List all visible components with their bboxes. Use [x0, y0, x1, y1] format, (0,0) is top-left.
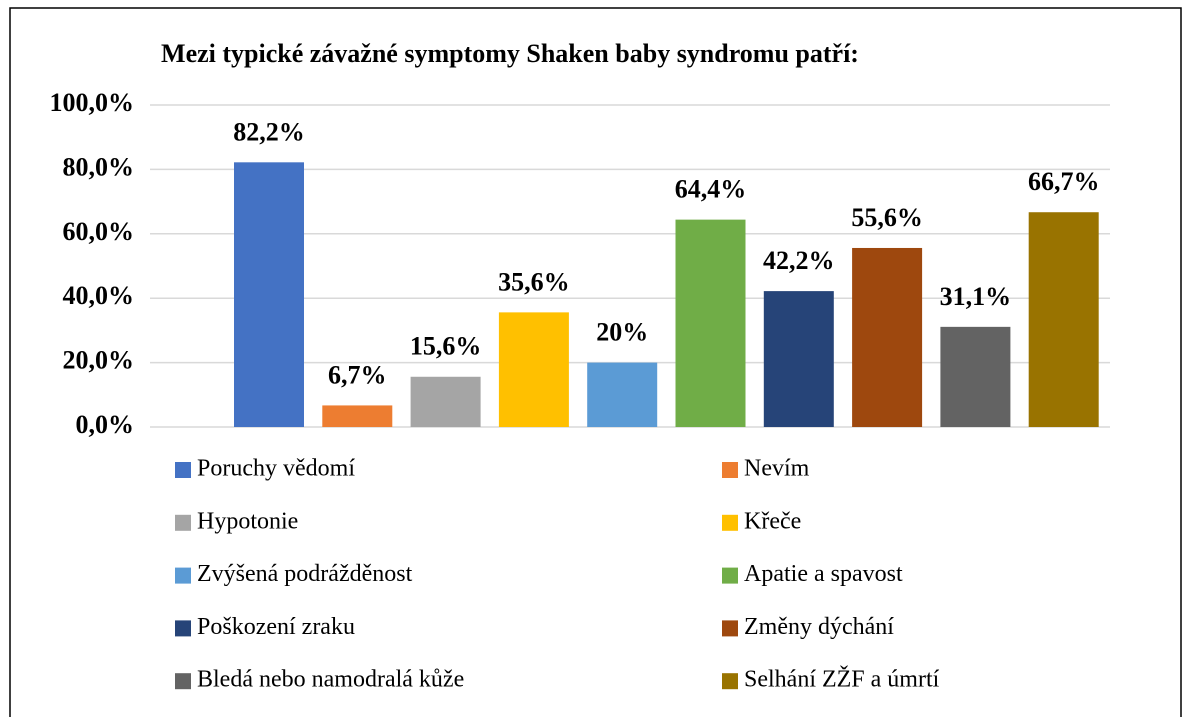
- y-tick-label: 80,0%: [63, 152, 135, 181]
- legend-label: Hypotonie: [197, 508, 298, 534]
- bar: [587, 362, 658, 427]
- bar: [763, 291, 834, 427]
- data-label: 82,2%: [233, 117, 305, 146]
- bar: [852, 247, 923, 427]
- legend-label: Změny dýchání: [744, 614, 894, 640]
- data-label: 55,6%: [851, 203, 923, 232]
- legend-label: Bledá nebo namodralá kůže: [197, 667, 464, 693]
- data-label: 20%: [596, 318, 648, 347]
- bar: [322, 405, 393, 427]
- legend-swatch: [175, 620, 191, 637]
- y-tick-label: 100,0%: [50, 88, 135, 117]
- legend-label: Poškození zraku: [197, 614, 355, 640]
- y-tick-label: 0,0%: [76, 410, 135, 439]
- bar: [940, 326, 1011, 427]
- bar: [1028, 212, 1099, 427]
- legend-swatch: [722, 462, 738, 478]
- legend-label: Apatie a spavost: [744, 561, 903, 587]
- data-label: 66,7%: [1028, 167, 1100, 196]
- bar: [234, 162, 304, 428]
- bar: [675, 219, 746, 427]
- data-label: 64,4%: [675, 175, 747, 204]
- legend-label: Selhání ZŽF a úmrtí: [744, 667, 940, 693]
- data-label: 15,6%: [410, 332, 482, 361]
- data-label: 6,7%: [328, 360, 387, 389]
- legend-swatch: [722, 620, 738, 637]
- data-label: 42,2%: [763, 246, 835, 275]
- legend-label: Zvýšená podrážděnost: [197, 561, 413, 587]
- legend-label: Křeče: [744, 508, 801, 534]
- bar: [410, 376, 481, 427]
- legend-swatch: [722, 567, 738, 584]
- legend-swatch: [175, 673, 191, 690]
- legend-swatch: [175, 462, 191, 478]
- legend-label: Nevím: [744, 456, 810, 482]
- legend-swatch: [175, 567, 191, 584]
- legend-label: Poruchy vědomí: [197, 456, 355, 482]
- data-label: 35,6%: [498, 267, 570, 296]
- legend-swatch: [175, 514, 191, 531]
- data-label: 31,1%: [940, 282, 1012, 311]
- legend-swatch: [722, 514, 738, 531]
- chart-title: Mezi typické závažné symptomy Shaken bab…: [161, 39, 859, 68]
- bar: [498, 312, 569, 427]
- y-tick-label: 20,0%: [63, 346, 135, 375]
- y-tick-label: 60,0%: [63, 217, 135, 246]
- y-tick-label: 40,0%: [63, 281, 135, 310]
- legend-swatch: [722, 673, 738, 690]
